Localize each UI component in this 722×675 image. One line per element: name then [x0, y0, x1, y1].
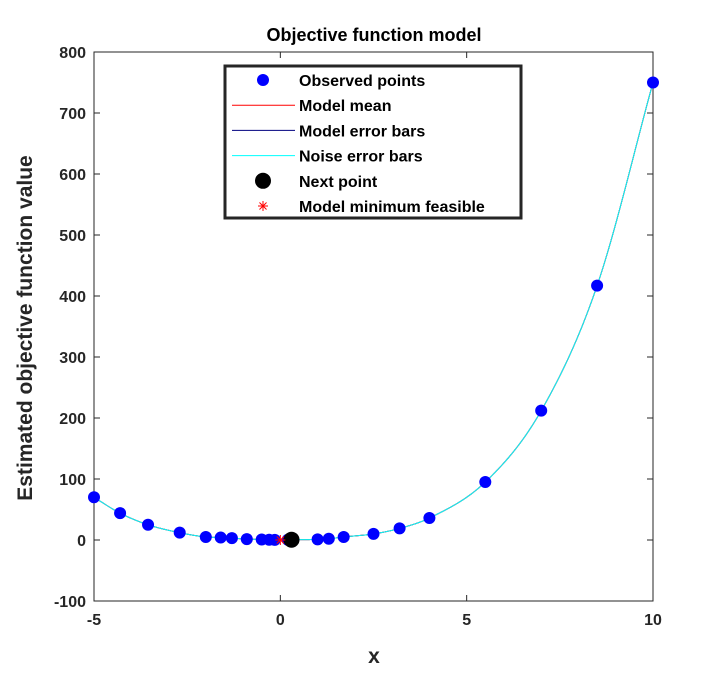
x-tick-label: 10 — [644, 612, 662, 629]
observed-point — [591, 279, 604, 292]
legend-label: Observed points — [299, 73, 425, 90]
x-tick-label: -5 — [87, 612, 101, 629]
legend-label: Model minimum feasible — [299, 199, 485, 216]
legend-item-model_error: Model error bars — [232, 123, 425, 140]
observed-point — [423, 512, 436, 525]
star-stroke — [276, 536, 285, 544]
observed-point — [173, 526, 186, 539]
observed-point — [214, 531, 227, 544]
observed-point — [367, 527, 380, 540]
x-tick-label: 5 — [462, 612, 471, 629]
observed-point — [199, 530, 212, 543]
model-minimum-marker — [275, 535, 286, 545]
star-stroke — [259, 202, 267, 210]
observed-point — [142, 518, 155, 531]
observed-point — [393, 522, 406, 535]
data-points — [88, 76, 659, 548]
observed-point — [337, 530, 350, 543]
legend-item-observed: Observed points — [257, 73, 425, 90]
next-point-marker — [283, 531, 300, 548]
legend-label: Model error bars — [299, 123, 425, 140]
observed-point — [647, 76, 659, 89]
legend-icon-next-point — [255, 172, 271, 189]
observed-point — [240, 533, 253, 546]
legend: Observed points Model mean Model error bar… — [223, 64, 523, 220]
observed-point — [114, 507, 127, 520]
legend-icon-observed — [257, 74, 269, 86]
legend-box — [223, 64, 523, 220]
x-axis-label: x — [368, 645, 380, 668]
observed-point — [88, 491, 100, 504]
y-tick-label: -100 — [54, 594, 86, 611]
legend-label: Model mean — [299, 98, 391, 115]
observed-point — [225, 532, 238, 545]
observed-point — [311, 533, 324, 546]
y-tick-label: 500 — [59, 228, 86, 245]
observed-point — [322, 532, 335, 545]
legend-icon-model-min — [258, 201, 268, 211]
legend-item-noise_error: Noise error bars — [232, 149, 423, 166]
y-tick-label: 400 — [59, 289, 86, 306]
y-tick-label: 200 — [59, 411, 86, 428]
y-tick-label: 0 — [77, 533, 86, 550]
legend-item-model_mean: Model mean — [232, 98, 391, 115]
legend-label: Next point — [299, 174, 378, 191]
legend-item-next_point: Next point — [255, 172, 378, 191]
y-tick-label: 800 — [59, 45, 86, 62]
y-tick-label: 700 — [59, 106, 86, 123]
observed-point — [479, 476, 492, 489]
legend-item-model_min: Model minimum feasible — [258, 199, 485, 216]
chart-title: Objective function model — [266, 25, 481, 45]
axis-ticks: -5 0 5 10 -100 0 100 200 300 400 500 600 700 800 — [54, 45, 662, 629]
legend-label: Noise error bars — [299, 149, 423, 166]
y-tick-label: 300 — [59, 350, 86, 367]
y-axis-label: Estimated objective function value — [14, 155, 37, 500]
observed-point — [535, 404, 548, 417]
y-tick-label: 100 — [59, 472, 86, 489]
y-tick-label: 600 — [59, 167, 86, 184]
x-tick-label: 0 — [276, 612, 285, 629]
